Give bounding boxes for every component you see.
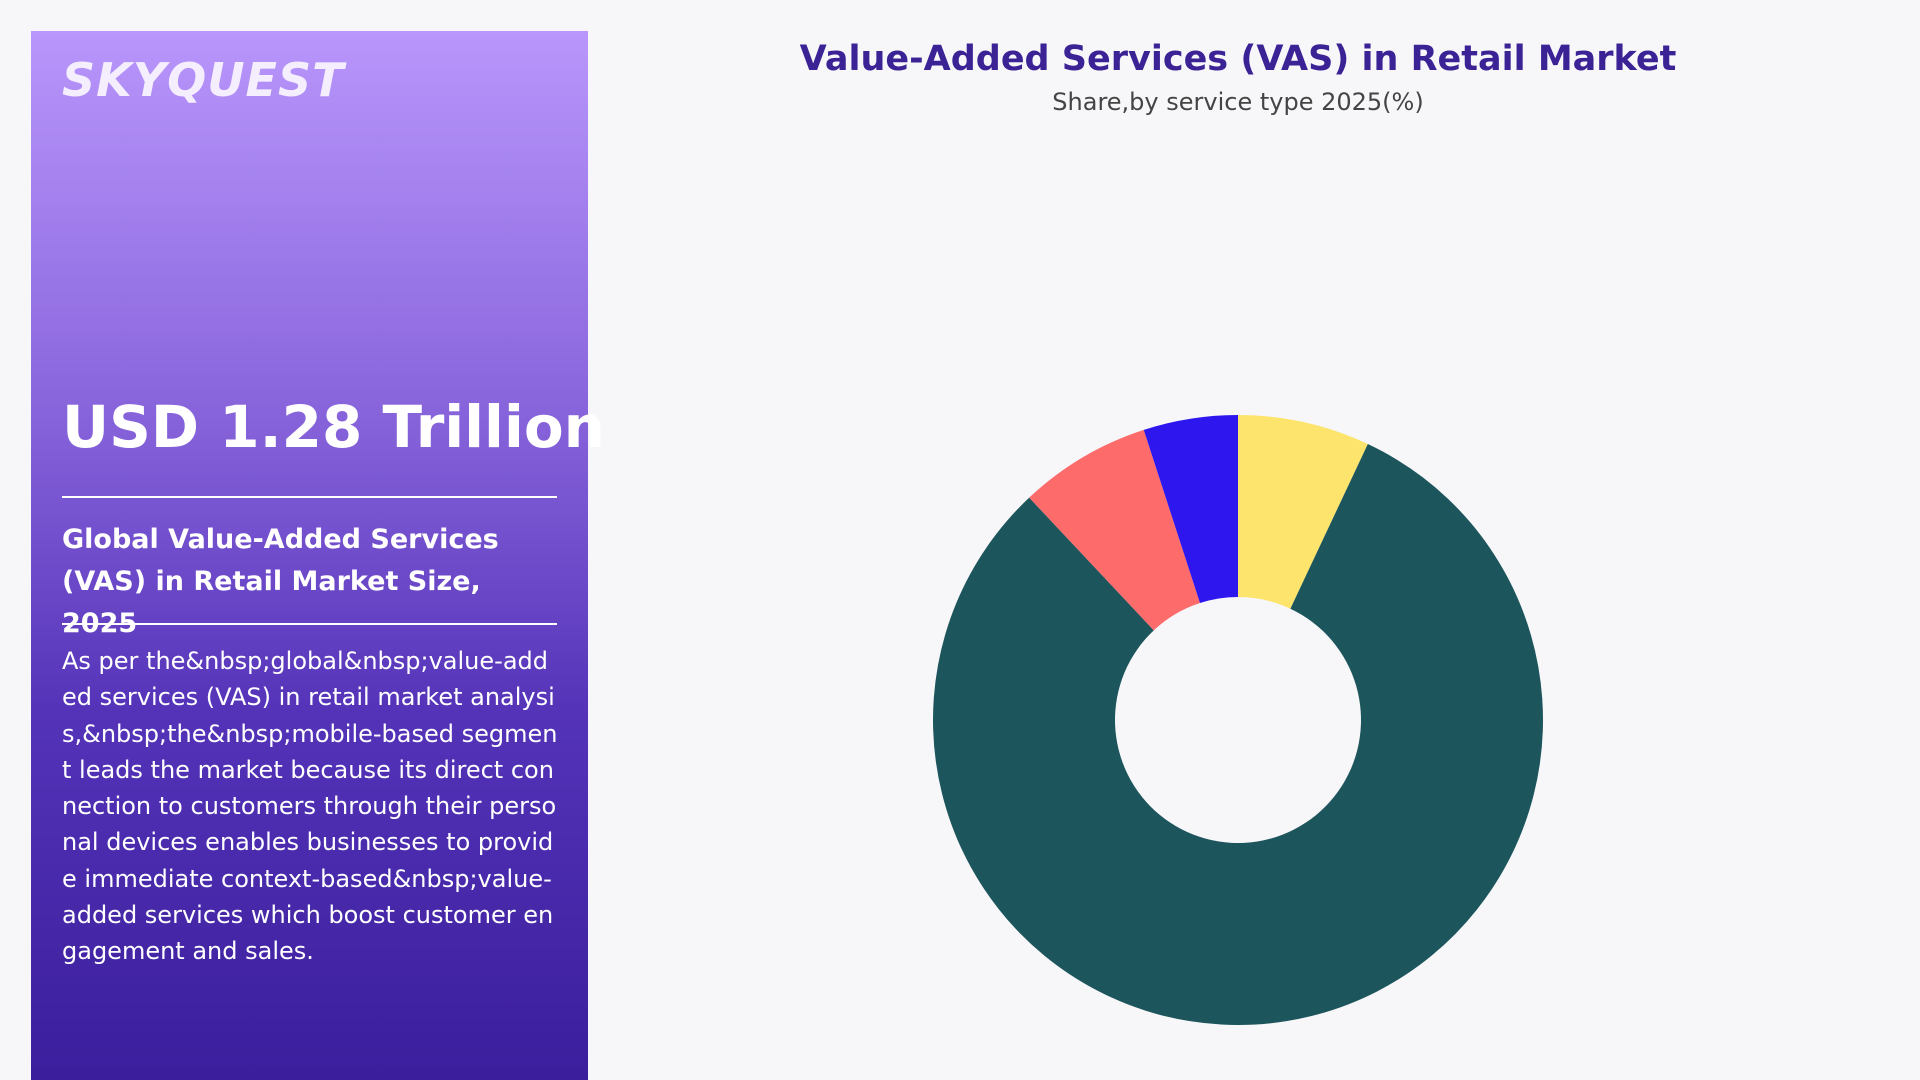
divider <box>62 496 557 498</box>
chart-subtitle: Share,by service type 2025(%) <box>1052 88 1423 116</box>
donut-segment <box>1029 429 1200 631</box>
summary-panel: SKYQUEST USD 1.28 Trillion Global Value-… <box>31 31 605 1080</box>
divider <box>62 623 557 625</box>
chart-title: Value-Added Services (VAS) in Retail Mar… <box>800 39 1677 79</box>
panel-body: As per the&nbsp;global&nbsp;value-added … <box>62 647 558 966</box>
brand-logo: SKYQUEST <box>62 53 345 107</box>
donut-segment <box>933 444 1543 1026</box>
panel-subtitle: Global Value-Added Services (VAS) in Ret… <box>62 524 499 639</box>
donut-segment <box>1238 415 1368 609</box>
donut-segment <box>1143 415 1238 604</box>
headline: USD 1.28 Trillion <box>62 393 605 461</box>
